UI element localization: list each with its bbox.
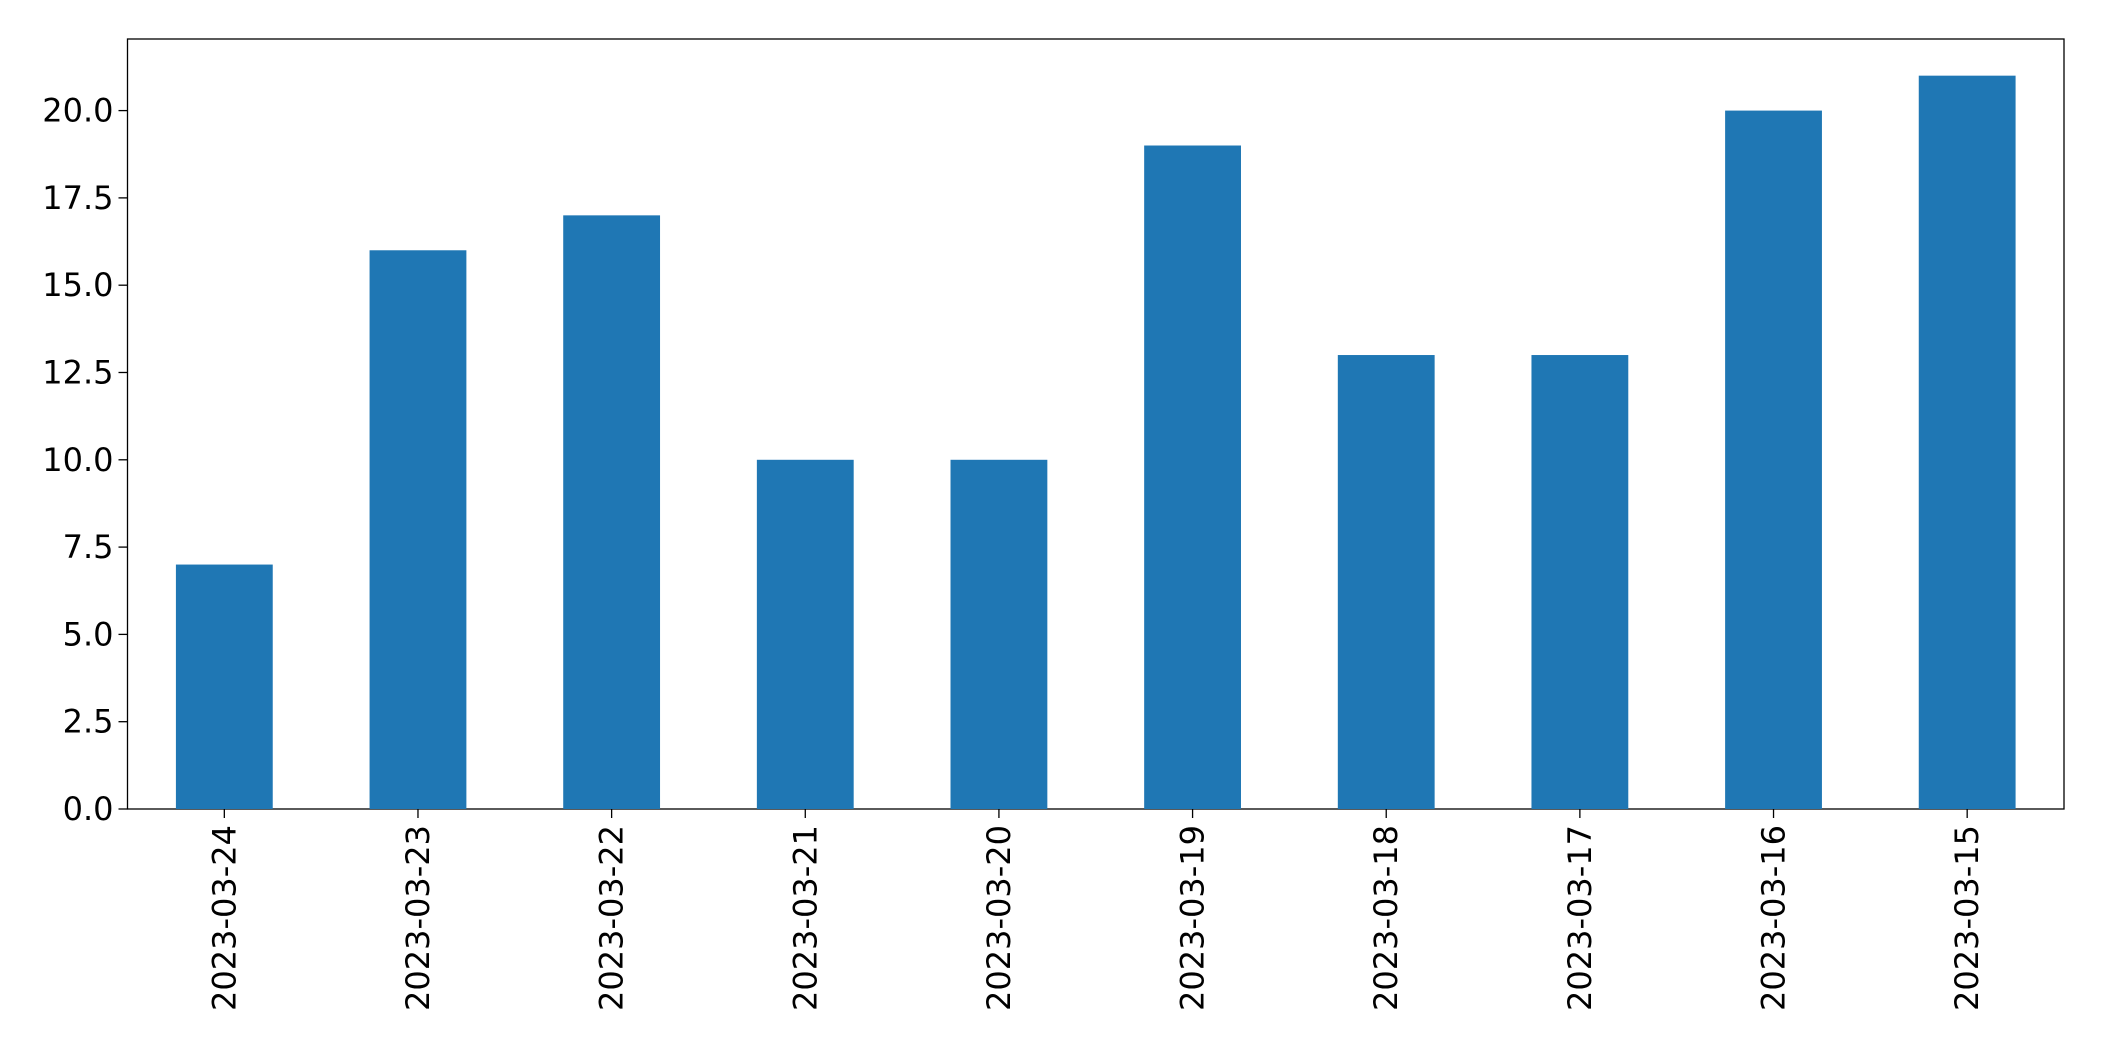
y-tick-label: 12.5: [42, 353, 113, 391]
bar: [1144, 145, 1241, 809]
bar: [1337, 355, 1435, 809]
x-tick-label: 2023-03-17: [1561, 825, 1599, 1011]
bar: [1918, 75, 2016, 809]
x-tick-label: 2023-03-19: [1174, 825, 1212, 1011]
x-tick-label: 2023-03-15: [1948, 825, 1986, 1011]
y-tick-label: 10.0: [42, 441, 113, 479]
bar: [175, 564, 273, 809]
x-tick-label: 2023-03-16: [1755, 825, 1793, 1011]
bar: [756, 459, 854, 809]
bar: [563, 215, 661, 809]
y-tick-label: 7.5: [63, 528, 114, 566]
bar: [369, 250, 467, 809]
y-tick-label: 17.5: [42, 179, 113, 217]
y-tick-label: 20.0: [42, 92, 113, 130]
x-tick-label: 2023-03-21: [786, 825, 824, 1011]
x-tick-label: 2023-03-23: [399, 825, 437, 1011]
y-tick-label: 5.0: [63, 615, 114, 653]
bar: [1531, 355, 1629, 809]
y-tick-label: 0.0: [63, 790, 114, 828]
x-tick-label: 2023-03-18: [1367, 825, 1405, 1011]
plot-frame: [126, 38, 2065, 810]
y-tick-label: 2.5: [63, 703, 114, 741]
x-tick-label: 2023-03-22: [593, 825, 631, 1011]
x-tick-label: 2023-03-20: [980, 825, 1018, 1011]
x-tick-label: 2023-03-24: [205, 825, 243, 1011]
bar: [1725, 110, 1822, 810]
bar: [950, 459, 1048, 809]
y-tick-label: 15.0: [42, 266, 113, 304]
